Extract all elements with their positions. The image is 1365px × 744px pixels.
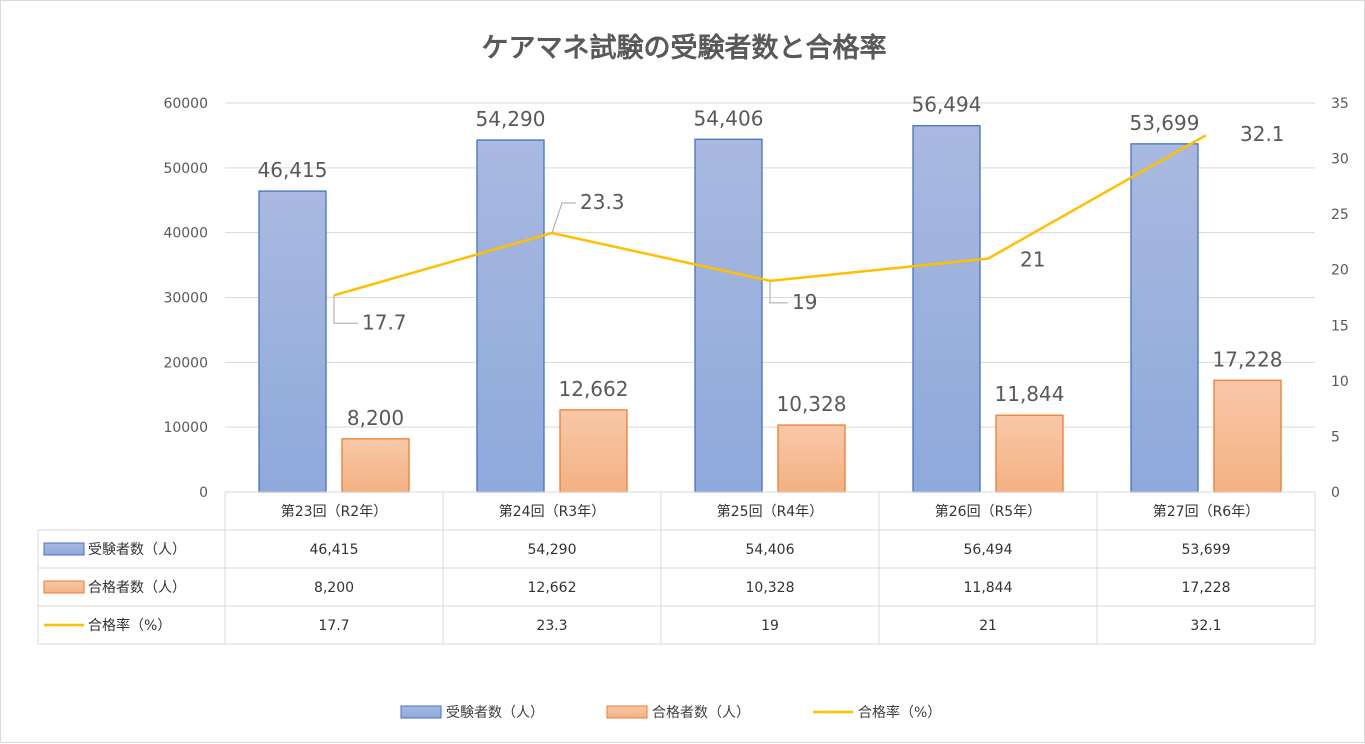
table-row-label: 合格率（%） [88, 617, 171, 634]
y-axis-left: 0 10000 20000 30000 40000 50000 60000 [163, 96, 208, 501]
table-cell: 12,662 [528, 580, 577, 596]
table-cell: 46,415 [310, 542, 359, 558]
y-left-tick-label: 30000 [163, 291, 208, 307]
y-left-tick-label: 60000 [163, 96, 208, 112]
table-cell: 21 [979, 618, 997, 634]
y-left-tick-label: 20000 [163, 355, 208, 371]
bar-passers [995, 414, 1064, 493]
y-left-tick-label: 0 [199, 485, 208, 501]
line-series [333, 134, 1207, 324]
table-cell: 23.3 [536, 618, 567, 634]
chart-title: ケアマネ試験の受験者数と合格率 [482, 32, 887, 64]
table-cell: 53,699 [1182, 542, 1231, 558]
table-header-cell: 第24回（R3年） [499, 503, 605, 520]
leader-line [551, 202, 576, 234]
data-label-passers: 10,328 [777, 392, 847, 416]
bar-passers [559, 409, 628, 493]
data-label-pass-rate: 32.1 [1240, 122, 1285, 146]
legend: 受験者数（人） 合格者数（人） 合格率（%） [400, 704, 941, 721]
y-right-tick-label: 15 [1331, 318, 1349, 334]
bar-series [258, 125, 1282, 493]
data-label-applicants: 46,415 [258, 158, 328, 182]
table-cell: 54,406 [746, 542, 795, 558]
y-left-tick-label: 10000 [163, 420, 208, 436]
data-label-pass-rate: 19 [792, 290, 817, 314]
table-header-cell: 第26回（R5年） [935, 503, 1041, 520]
table-header-cell: 第25回（R4年） [717, 503, 823, 520]
bar-applicants [694, 138, 763, 493]
y-right-tick-label: 25 [1331, 207, 1349, 223]
data-table: 第23回（R2年） 第24回（R3年） 第25回（R4年） 第26回（R5年） 第27回… [37, 491, 1316, 645]
legend-label-passers: 合格者数（人） [652, 705, 750, 721]
table-row-label: 受験者数（人） [88, 542, 186, 558]
bar-applicants [476, 139, 545, 493]
y-left-tick-label: 40000 [163, 226, 208, 242]
table-cell: 32.1 [1190, 618, 1221, 634]
legend-label-applicants: 受験者数（人） [446, 705, 544, 721]
gridlines [225, 102, 1315, 493]
y-right-tick-label: 0 [1331, 485, 1340, 501]
data-label-pass-rate: 21 [1020, 248, 1045, 272]
data-label-pass-rate: 17.7 [362, 310, 407, 334]
legend-label-pass-rate: 合格率（%） [858, 704, 941, 721]
table-cell: 56,494 [964, 542, 1013, 558]
data-label-applicants: 56,494 [912, 93, 982, 117]
legend-swatch-applicants [400, 705, 442, 719]
y-right-tick-label: 30 [1331, 152, 1349, 168]
bar-applicants [258, 190, 327, 493]
data-label-passers: 8,200 [347, 406, 404, 430]
leader-line [333, 295, 358, 324]
data-labels: 46,415 8,200 54,290 12,662 54,406 10,328 56,49… [258, 93, 1285, 430]
table-header-cell: 第23回（R2年） [281, 503, 387, 520]
y-axis-right: 0 5 10 15 20 25 30 35 [1331, 96, 1349, 501]
table-cell: 8,200 [314, 580, 354, 596]
table-cell: 54,290 [528, 542, 577, 558]
y-right-tick-label: 10 [1331, 374, 1349, 390]
y-right-tick-label: 20 [1331, 263, 1349, 279]
table-cell: 19 [761, 618, 779, 634]
table-legend-swatch [43, 580, 85, 594]
table-legend-swatch [43, 542, 85, 556]
data-label-passers: 17,228 [1213, 347, 1283, 371]
bar-applicants [1130, 143, 1199, 493]
data-label-passers: 11,844 [995, 382, 1065, 406]
data-label-applicants: 53,699 [1130, 111, 1200, 135]
table-row-label: 合格者数（人） [88, 580, 186, 596]
table-cell: 10,328 [746, 580, 795, 596]
leader-line [769, 280, 788, 304]
table-cell: 17,228 [1182, 580, 1231, 596]
data-label-applicants: 54,406 [694, 106, 764, 130]
bar-passers [1213, 379, 1282, 493]
y-right-tick-label: 5 [1331, 429, 1340, 445]
bar-passers [341, 438, 410, 493]
table-cell: 17.7 [318, 618, 349, 634]
legend-swatch-passers [606, 705, 648, 719]
table-header-cell: 第27回（R6年） [1153, 503, 1259, 520]
y-left-tick-label: 50000 [163, 161, 208, 177]
data-label-passers: 12,662 [559, 377, 629, 401]
bar-applicants [912, 125, 981, 493]
data-label-applicants: 54,290 [476, 107, 546, 131]
line-pass-rate [333, 134, 1207, 297]
bar-passers [777, 424, 846, 493]
data-label-pass-rate: 23.3 [580, 190, 625, 214]
table-cell: 11,844 [964, 580, 1013, 596]
y-right-tick-label: 35 [1331, 96, 1349, 112]
